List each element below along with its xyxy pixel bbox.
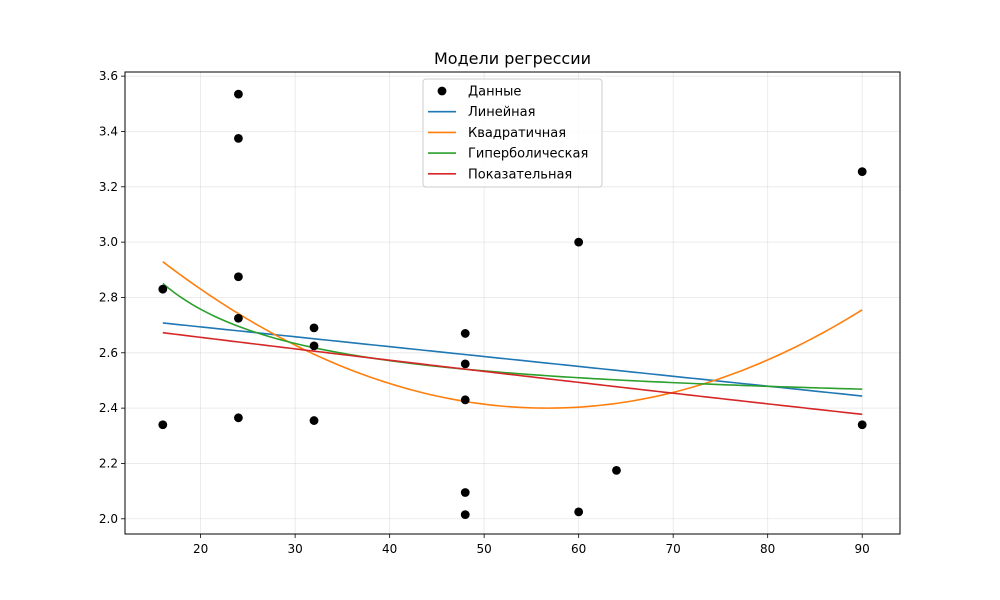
y-tick-label: 3.6 <box>99 69 118 83</box>
legend-label: Показательная <box>468 167 572 182</box>
data-points <box>158 89 867 520</box>
data-point <box>234 313 243 323</box>
y-tick-label: 2.2 <box>99 456 118 470</box>
legend-marker <box>437 86 447 96</box>
data-point <box>234 133 243 143</box>
legend: Данные Линейная Квадратичная Гиперболическа… <box>422 78 603 188</box>
data-point <box>309 323 319 333</box>
data-point <box>234 272 243 282</box>
fitted-curves <box>162 261 863 416</box>
data-point <box>234 89 243 99</box>
curve-hyperbolic <box>162 282 863 390</box>
x-tick-label: 50 <box>477 542 492 556</box>
data-point <box>309 416 319 425</box>
y-tick-label: 2.0 <box>99 512 118 526</box>
y-tick-label: 3.4 <box>99 124 118 138</box>
data-point <box>460 359 470 369</box>
chart-title: Модели регрессии <box>434 49 591 68</box>
data-point <box>460 329 470 338</box>
y-tick-label: 3.0 <box>99 235 118 249</box>
data-point <box>309 341 319 351</box>
x-tick-label: 20 <box>193 542 208 556</box>
data-point <box>460 488 470 497</box>
data-point <box>158 284 168 294</box>
plot-frame <box>124 71 901 535</box>
axis-ticks: 20 30 40 50 60 70 80 90 2.0 2.2 2.4 2.6 2.8 3.0 3.2 3.4… <box>99 69 870 556</box>
data-point <box>158 420 168 430</box>
y-tick-label: 2.6 <box>99 346 118 360</box>
legend-label: Линейная <box>468 105 535 120</box>
data-point <box>857 167 867 176</box>
x-tick-label: 40 <box>382 542 397 556</box>
curve-exponential <box>162 331 863 416</box>
x-tick-label: 70 <box>666 542 681 556</box>
legend-label: Гиперболическая <box>468 147 588 162</box>
legend-box <box>422 78 603 188</box>
x-tick-label: 30 <box>287 542 302 556</box>
x-tick-label: 60 <box>571 542 586 556</box>
x-tick-label: 90 <box>855 542 870 556</box>
data-point <box>234 413 243 423</box>
y-tick-label: 3.2 <box>99 180 118 194</box>
curve-linear <box>162 322 863 397</box>
data-point <box>612 465 621 475</box>
y-tick-label: 2.4 <box>99 401 118 415</box>
data-point <box>574 237 584 247</box>
y-tick-label: 2.8 <box>99 290 118 304</box>
legend-label: Данные <box>468 85 521 100</box>
data-point <box>857 420 867 430</box>
data-point <box>460 510 470 520</box>
curve-quadratic <box>162 261 863 409</box>
x-tick-label: 80 <box>760 542 775 556</box>
data-point <box>460 395 470 405</box>
data-point <box>574 507 584 517</box>
legend-label: Квадратичная <box>468 126 566 141</box>
